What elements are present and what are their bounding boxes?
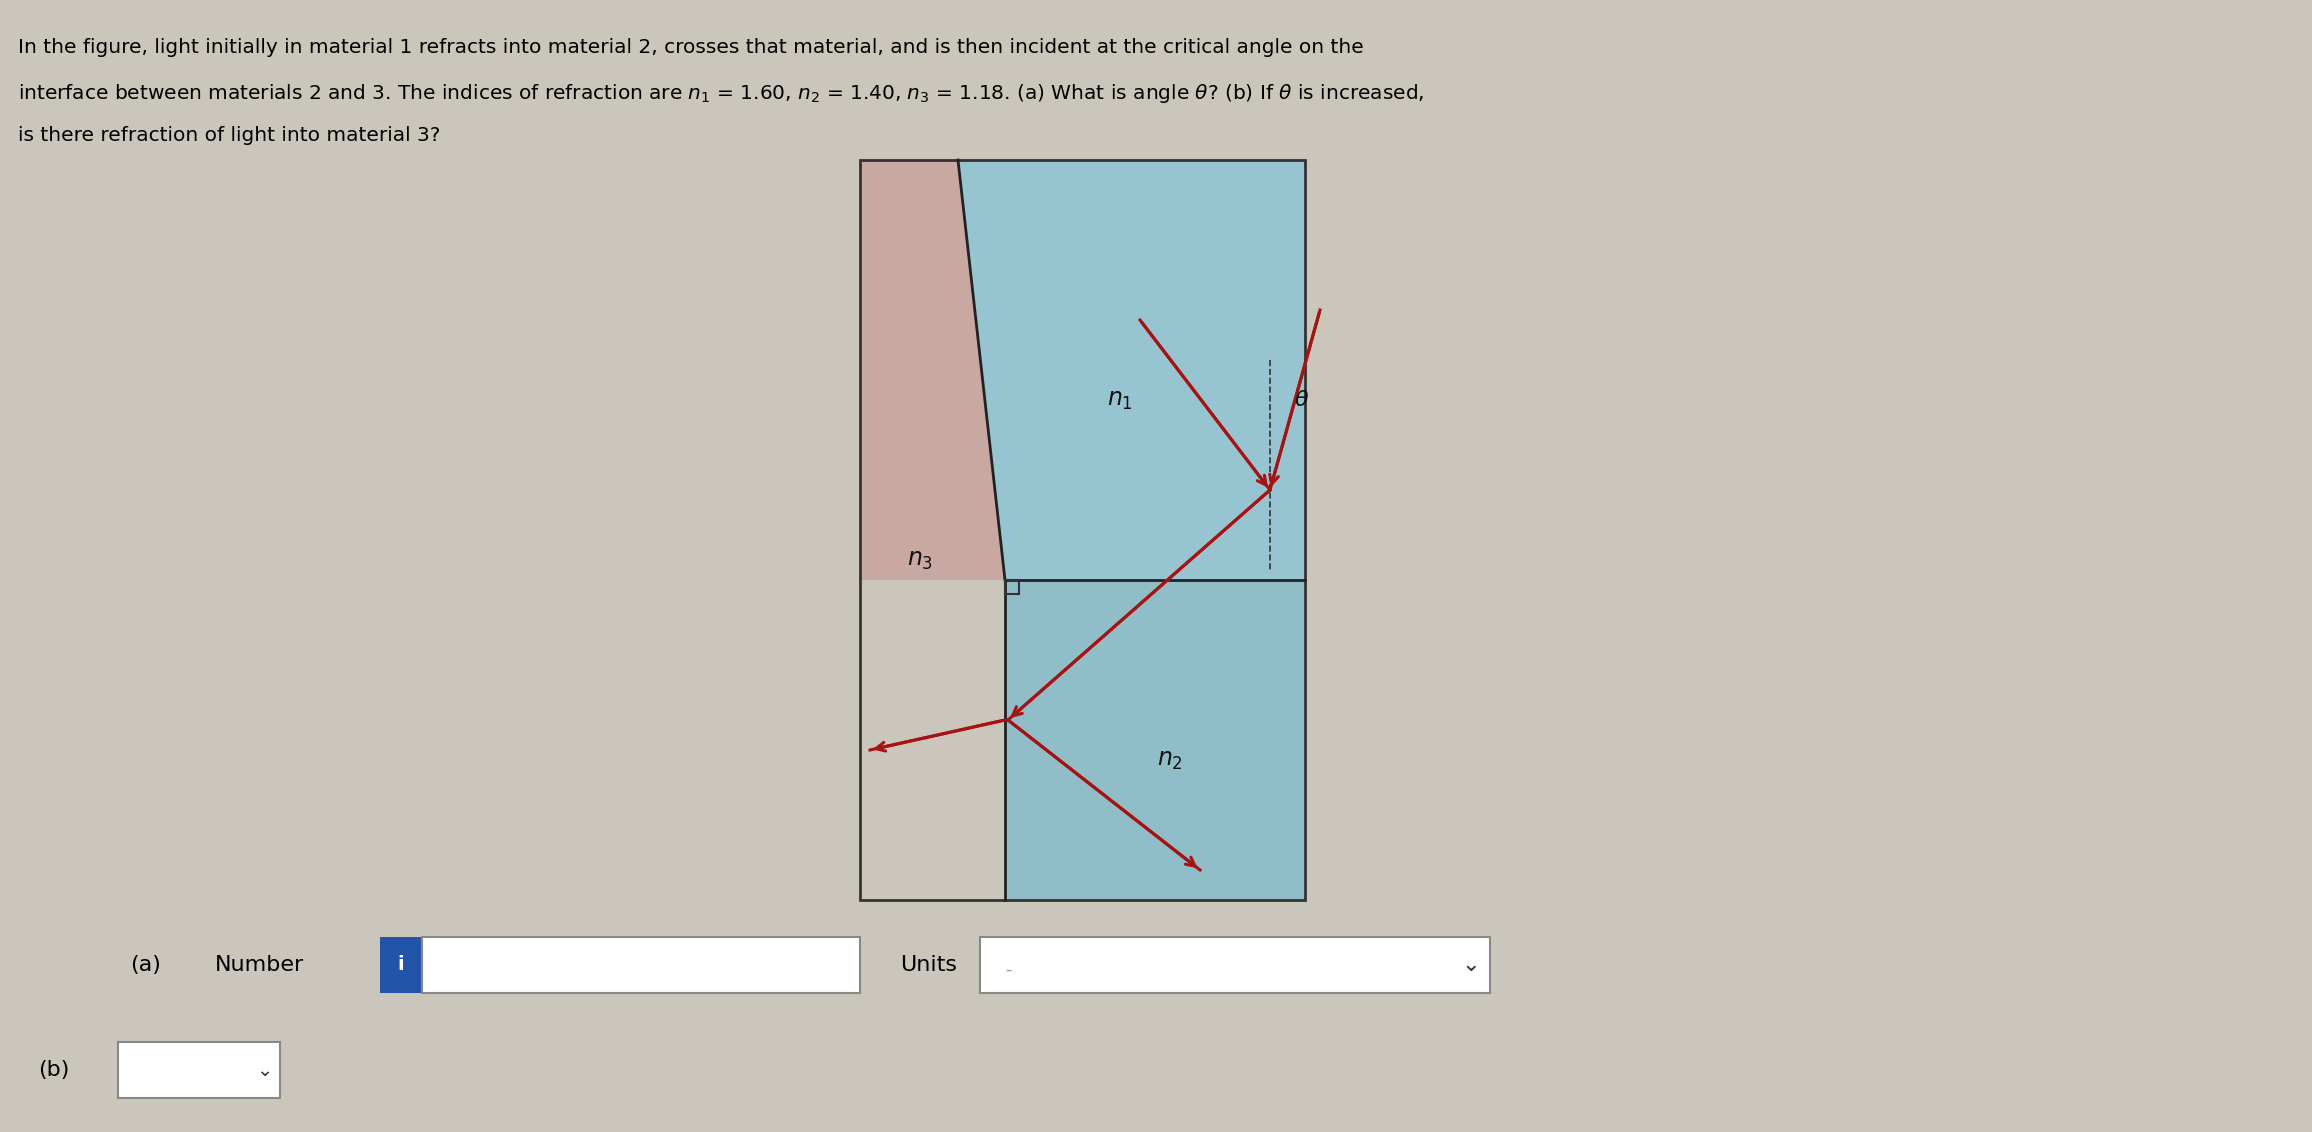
Text: Units: Units [899, 955, 957, 975]
Polygon shape [118, 1041, 280, 1098]
Text: Number: Number [215, 955, 305, 975]
Text: (a): (a) [129, 955, 162, 975]
Text: -: - [1006, 961, 1013, 979]
Polygon shape [980, 937, 1489, 993]
Text: i: i [398, 955, 405, 975]
Text: ⌄: ⌄ [1461, 955, 1480, 975]
Text: is there refraction of light into material 3?: is there refraction of light into materi… [18, 126, 439, 145]
Text: In the figure, light initially in material 1 refracts into material 2, crosses t: In the figure, light initially in materi… [18, 38, 1364, 57]
Polygon shape [860, 160, 1006, 900]
Text: $n_3$: $n_3$ [906, 548, 934, 572]
Text: $\theta$: $\theta$ [1295, 391, 1309, 410]
Polygon shape [957, 160, 1304, 580]
Text: ⌄: ⌄ [257, 1061, 273, 1080]
Text: $n_1$: $n_1$ [1107, 388, 1133, 412]
Text: $n_2$: $n_2$ [1156, 748, 1184, 772]
Polygon shape [379, 937, 423, 993]
Polygon shape [423, 937, 860, 993]
Text: interface between materials 2 and 3. The indices of refraction are $n_1$ = 1.60,: interface between materials 2 and 3. The… [18, 82, 1424, 105]
Text: (b): (b) [37, 1060, 69, 1080]
Polygon shape [1006, 580, 1304, 900]
